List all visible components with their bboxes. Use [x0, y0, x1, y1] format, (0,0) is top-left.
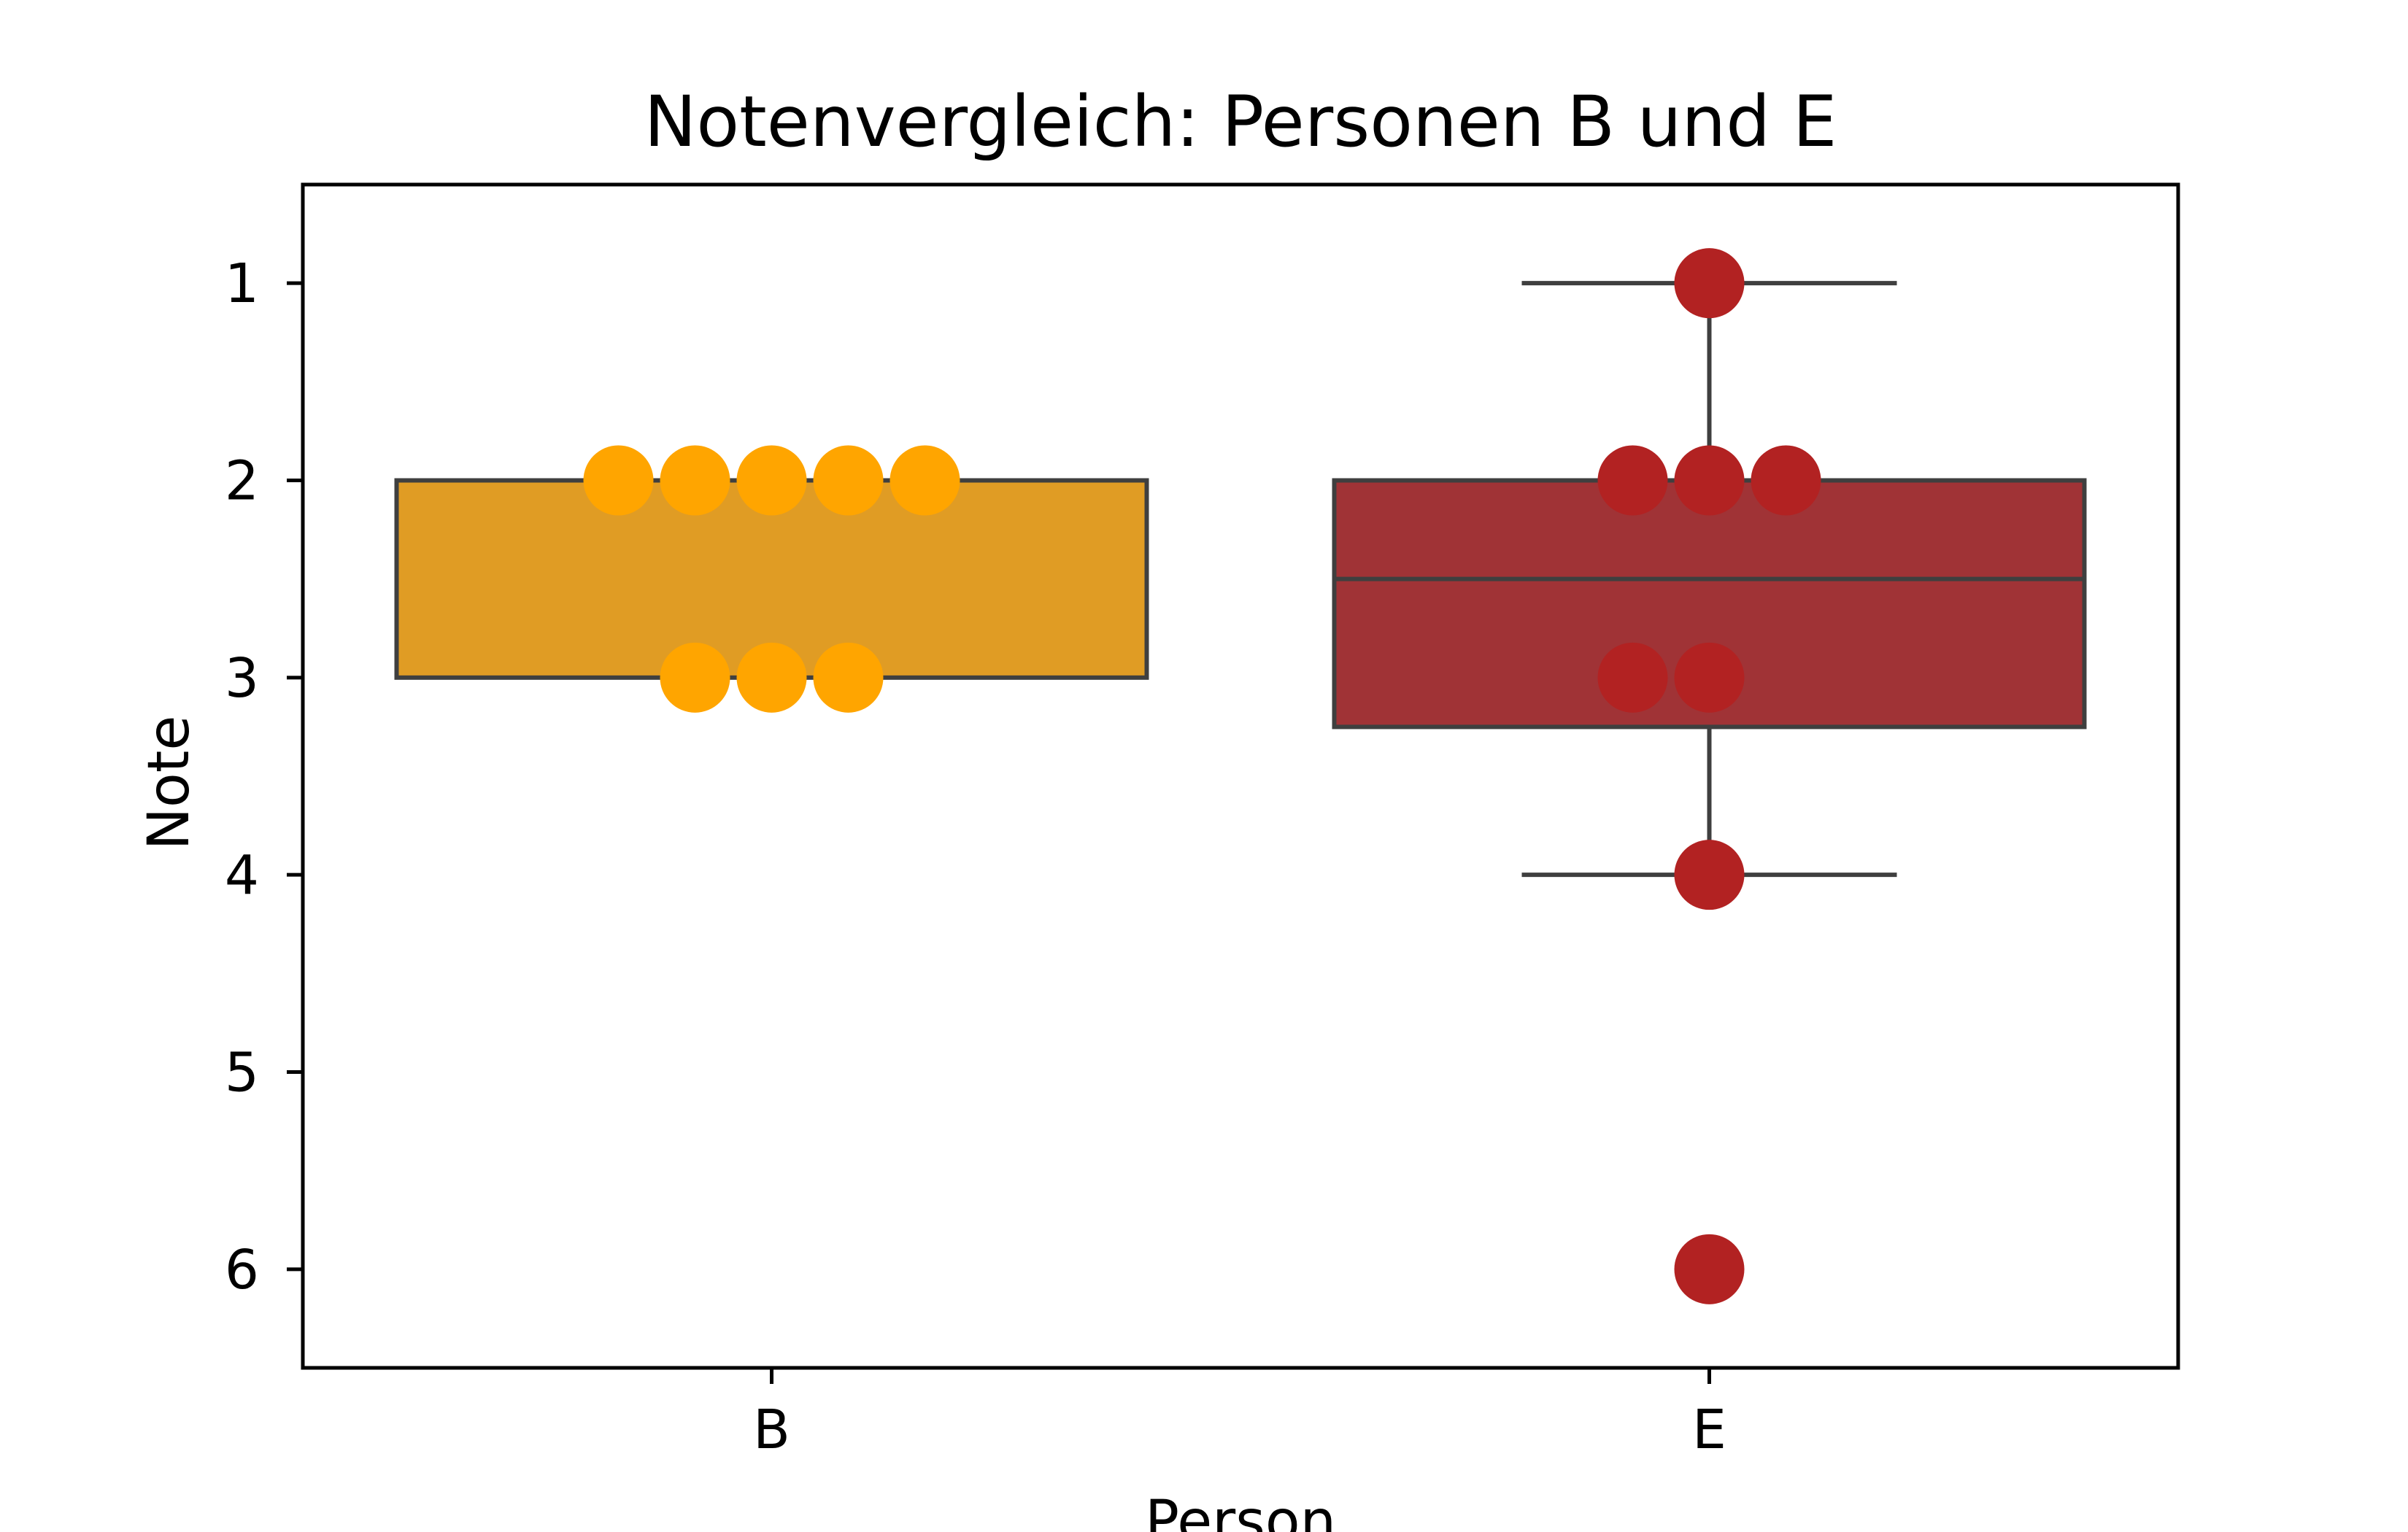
x-tick-label: B: [753, 1398, 790, 1461]
data-point-b: [660, 642, 730, 713]
x-axis-label: Person: [1145, 1489, 1336, 1532]
data-point-b: [660, 445, 730, 516]
y-tick-label: 4: [225, 844, 259, 907]
data-point-e: [1597, 445, 1668, 516]
y-tick-label: 2: [225, 450, 259, 513]
data-point-b: [890, 445, 960, 516]
y-tick-label: 6: [225, 1239, 259, 1301]
y-axis-ticks: 1 2 3 4 5 6: [225, 252, 303, 1301]
data-point-e: [1674, 248, 1745, 319]
data-point-b: [813, 445, 884, 516]
point-layer: [583, 248, 1821, 1304]
y-tick-label: 3: [225, 647, 259, 710]
data-point-b: [736, 445, 807, 516]
y-tick-label: 1: [225, 252, 259, 315]
data-point-e: [1674, 445, 1745, 516]
axes-frame: [301, 182, 2180, 1370]
data-point-e: [1674, 840, 1745, 910]
data-point-e: [1597, 642, 1668, 713]
box-layer: [394, 281, 2087, 878]
data-point-b: [583, 445, 654, 516]
x-tick-label: E: [1692, 1398, 1726, 1461]
data-point-e: [1751, 445, 1821, 516]
chart-title: Notenvergleich: Personen B und E: [644, 81, 1837, 163]
data-point-b: [736, 642, 807, 713]
data-point-b: [813, 642, 884, 713]
y-axis-label: Note: [136, 716, 202, 851]
data-point-e: [1674, 1234, 1745, 1304]
data-point-e: [1674, 642, 1745, 713]
y-tick-label: 5: [225, 1042, 259, 1104]
